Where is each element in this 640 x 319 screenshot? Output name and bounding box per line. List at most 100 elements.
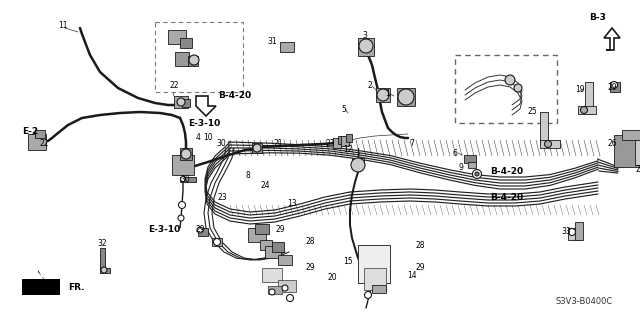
Bar [174,96,188,108]
Circle shape [545,140,552,147]
Polygon shape [196,96,216,116]
Text: 23: 23 [217,192,227,202]
Text: B-4-20: B-4-20 [490,192,523,202]
Text: 6: 6 [452,149,458,158]
Circle shape [505,75,515,85]
Bar [180,148,192,160]
Bar [260,240,272,250]
Text: 33: 33 [561,227,571,236]
Bar [578,106,596,114]
Text: 26: 26 [607,138,617,147]
Text: 7: 7 [410,138,415,147]
Text: 9: 9 [459,164,463,173]
Bar [468,162,476,168]
Text: B-3: B-3 [589,13,607,23]
Text: 5: 5 [342,105,346,114]
Circle shape [365,292,371,299]
Text: 31: 31 [267,36,277,46]
Circle shape [514,84,522,92]
Bar [252,143,262,153]
Circle shape [287,294,294,301]
Circle shape [177,98,185,106]
Bar [212,238,222,246]
Bar [182,99,190,107]
Text: 10: 10 [203,133,213,143]
Text: 23: 23 [325,138,335,147]
Text: 1: 1 [386,90,390,99]
Circle shape [351,158,365,172]
Text: 3: 3 [363,32,367,41]
Circle shape [398,89,414,105]
Circle shape [611,81,618,88]
Circle shape [282,285,288,291]
Text: 22: 22 [39,138,49,147]
Bar [180,177,196,182]
FancyBboxPatch shape [155,22,243,92]
Circle shape [181,149,191,159]
Text: 22: 22 [169,81,179,91]
Bar [540,112,548,144]
Polygon shape [604,28,620,50]
Bar [35,130,45,138]
Circle shape [179,202,186,209]
Polygon shape [22,270,45,293]
Text: 20: 20 [327,272,337,281]
Bar [168,30,186,44]
Bar [585,82,593,110]
Bar [262,268,282,282]
Circle shape [568,228,575,235]
Bar [28,134,46,150]
Bar [610,82,620,92]
Text: 13: 13 [287,199,297,209]
Circle shape [189,55,199,65]
Circle shape [253,144,261,152]
Circle shape [580,107,588,114]
Bar [372,285,386,293]
Text: 12: 12 [343,145,353,154]
Bar [272,242,284,252]
Bar [280,42,294,52]
Text: B-4-20: B-4-20 [490,167,523,176]
Bar [333,138,341,148]
Bar [568,228,580,240]
Bar [100,268,110,273]
Circle shape [214,239,221,246]
Bar [278,255,292,265]
Bar [358,245,390,283]
Circle shape [101,267,107,273]
Circle shape [269,289,275,295]
Circle shape [377,89,389,101]
Text: FR.: FR. [68,283,84,292]
Bar [376,88,390,102]
Bar [278,280,296,292]
Text: 30: 30 [180,174,190,183]
Bar [172,155,194,175]
Text: 29: 29 [275,225,285,234]
Circle shape [475,172,479,176]
Text: 28: 28 [305,238,315,247]
Bar [635,140,640,165]
Text: 30: 30 [216,138,226,147]
Text: 8: 8 [246,170,250,180]
Bar [268,286,282,294]
Text: 24: 24 [260,181,270,189]
Circle shape [178,215,184,221]
Bar [358,38,374,56]
Bar [338,136,344,144]
Bar [364,268,386,290]
Circle shape [359,39,373,53]
Circle shape [180,176,186,182]
FancyBboxPatch shape [455,55,557,123]
Bar [180,38,192,48]
Bar [255,224,269,234]
Bar [622,130,640,140]
Circle shape [472,169,481,179]
Bar [188,56,198,66]
Bar [198,228,208,236]
Bar [341,136,349,146]
Text: 2: 2 [367,80,372,90]
Text: 4: 4 [196,133,200,143]
Text: E-3-10: E-3-10 [188,120,220,129]
Text: 15: 15 [343,256,353,265]
Text: S3V3-B0400C: S3V3-B0400C [556,298,613,307]
